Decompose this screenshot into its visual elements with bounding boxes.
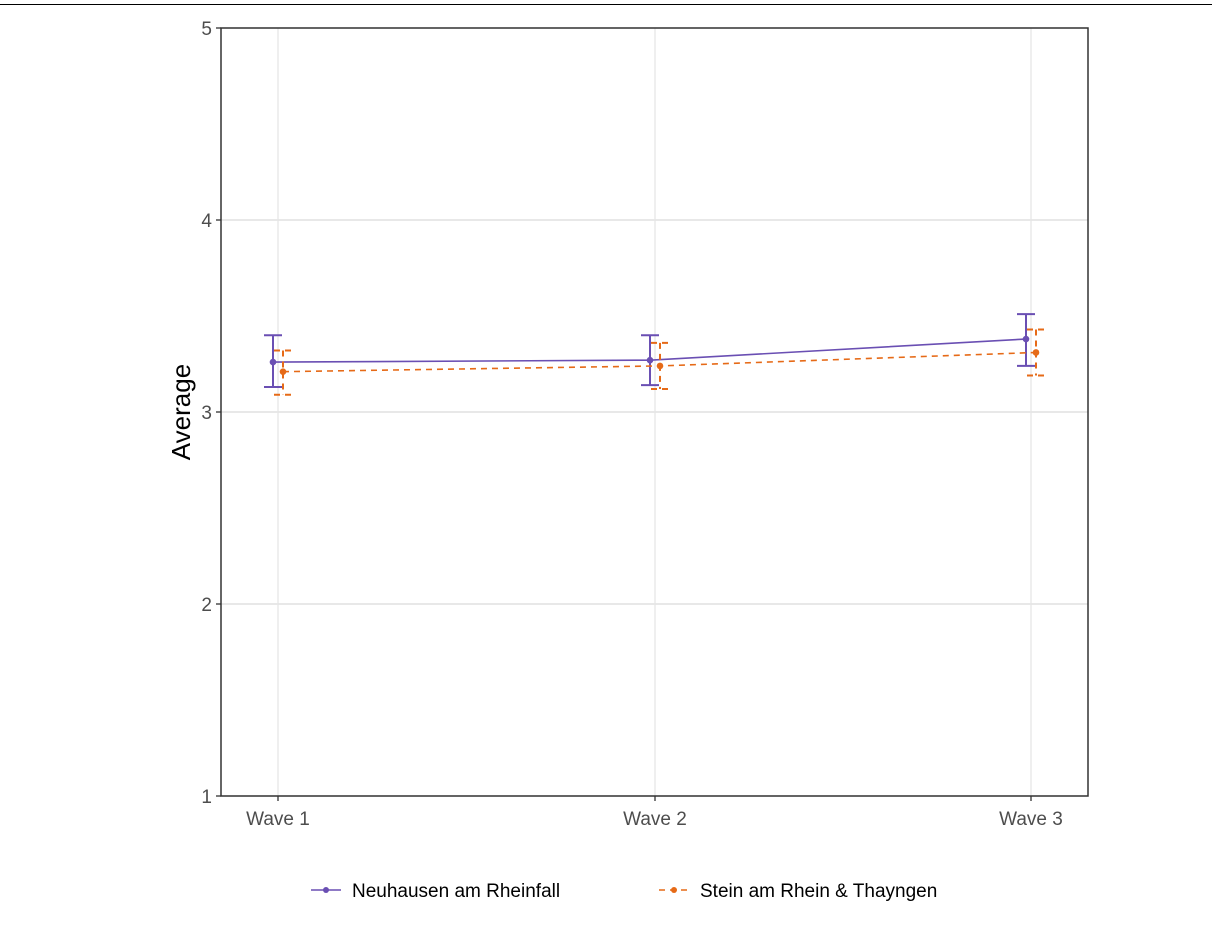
series-1 — [274, 328, 1045, 396]
axes: 1 2 3 4 5 Wave 1 Wave 2 Wave 3 — [201, 19, 1062, 830]
legend-label: Neuhausen am Rheinfall — [352, 881, 560, 902]
y-tick-label: 2 — [201, 595, 212, 616]
data-point — [656, 362, 664, 370]
gridlines — [221, 27, 1088, 797]
data-point — [1022, 335, 1030, 343]
data-point — [1032, 349, 1040, 356]
x-tick-label: Wave 1 — [246, 809, 310, 830]
y-tick-label: 3 — [201, 403, 212, 424]
data-point — [269, 358, 277, 366]
series-layer — [264, 313, 1045, 396]
x-tick-label: Wave 2 — [623, 809, 687, 830]
data-point — [646, 356, 654, 364]
y-tick-label: 4 — [201, 211, 212, 232]
x-tick-label: Wave 3 — [999, 809, 1063, 830]
top-rule — [0, 4, 1212, 5]
legend-key-point — [323, 887, 329, 893]
y-tick-label: 5 — [201, 19, 212, 40]
y-axis-title: Average — [166, 364, 196, 460]
legend-item: Stein am Rhein & Thayngen — [659, 881, 937, 902]
y-tick-label: 1 — [201, 787, 212, 808]
legend-label: Stein am Rhein & Thayngen — [700, 881, 937, 902]
data-point — [279, 368, 287, 375]
legend: Neuhausen am Rheinfall Stein am Rhein & T… — [311, 881, 937, 902]
legend-item: Neuhausen am Rheinfall — [311, 881, 560, 902]
legend-key-point — [671, 887, 677, 893]
series-0 — [264, 313, 1035, 389]
